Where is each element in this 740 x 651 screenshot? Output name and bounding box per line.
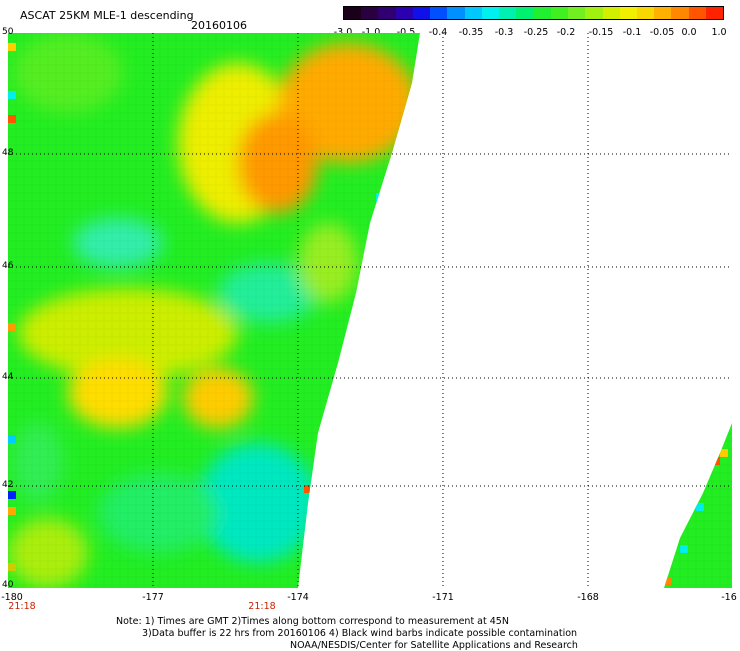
- lat-label: 44: [2, 372, 14, 382]
- swath-map: [8, 33, 732, 588]
- lon-label: -16: [721, 592, 737, 603]
- colorbar-tick: -0.4: [428, 27, 448, 38]
- note-line-1: Note: 1) Times are GMT 2)Times along bot…: [116, 616, 509, 627]
- lon-label: -180: [1, 592, 23, 603]
- colorbar-tick: -0.05: [649, 27, 675, 38]
- colorbar-tick: -1.0: [361, 27, 381, 38]
- lat-label: 48: [2, 148, 14, 158]
- lon-label: -168: [577, 592, 599, 603]
- note-line-3: NOAA/NESDIS/Center for Satellite Applica…: [290, 640, 578, 651]
- colorbar-tick: -0.2: [556, 27, 576, 38]
- lon-label: -171: [432, 592, 454, 603]
- note-line-2: 3)Data buffer is 22 hrs from 20160106 4)…: [142, 628, 578, 639]
- colorbar-tick: 1.0: [711, 27, 727, 38]
- swath-left: [8, 33, 420, 588]
- lat-label: 40: [2, 580, 14, 590]
- colorbar-tick: -3.0: [333, 27, 353, 38]
- graticule: [8, 33, 732, 588]
- lon-label: -177: [142, 592, 164, 603]
- lon-label: -174: [287, 592, 309, 603]
- colorbar-tick: -0.25: [523, 27, 549, 38]
- colorbar-tick: -0.5: [396, 27, 416, 38]
- time-label: 21:18: [248, 601, 276, 612]
- colorbar-tick: -0.35: [458, 27, 484, 38]
- time-label: 21:18: [8, 601, 36, 612]
- lat-label: 46: [2, 261, 14, 271]
- colorbar: [343, 6, 724, 20]
- colorbar-tick: -0.15: [588, 27, 614, 38]
- colorbar-tick: -0.3: [494, 27, 514, 38]
- colorbar-tick: 0.0: [681, 27, 697, 38]
- swath-right: [664, 423, 732, 588]
- image-title: ASCAT 25KM MLE-1 descending: [20, 9, 194, 22]
- lat-label: 42: [2, 480, 14, 490]
- image-date: 20160106: [191, 19, 247, 32]
- lat-label: 50: [2, 27, 14, 37]
- colorbar-tick: -0.1: [622, 27, 642, 38]
